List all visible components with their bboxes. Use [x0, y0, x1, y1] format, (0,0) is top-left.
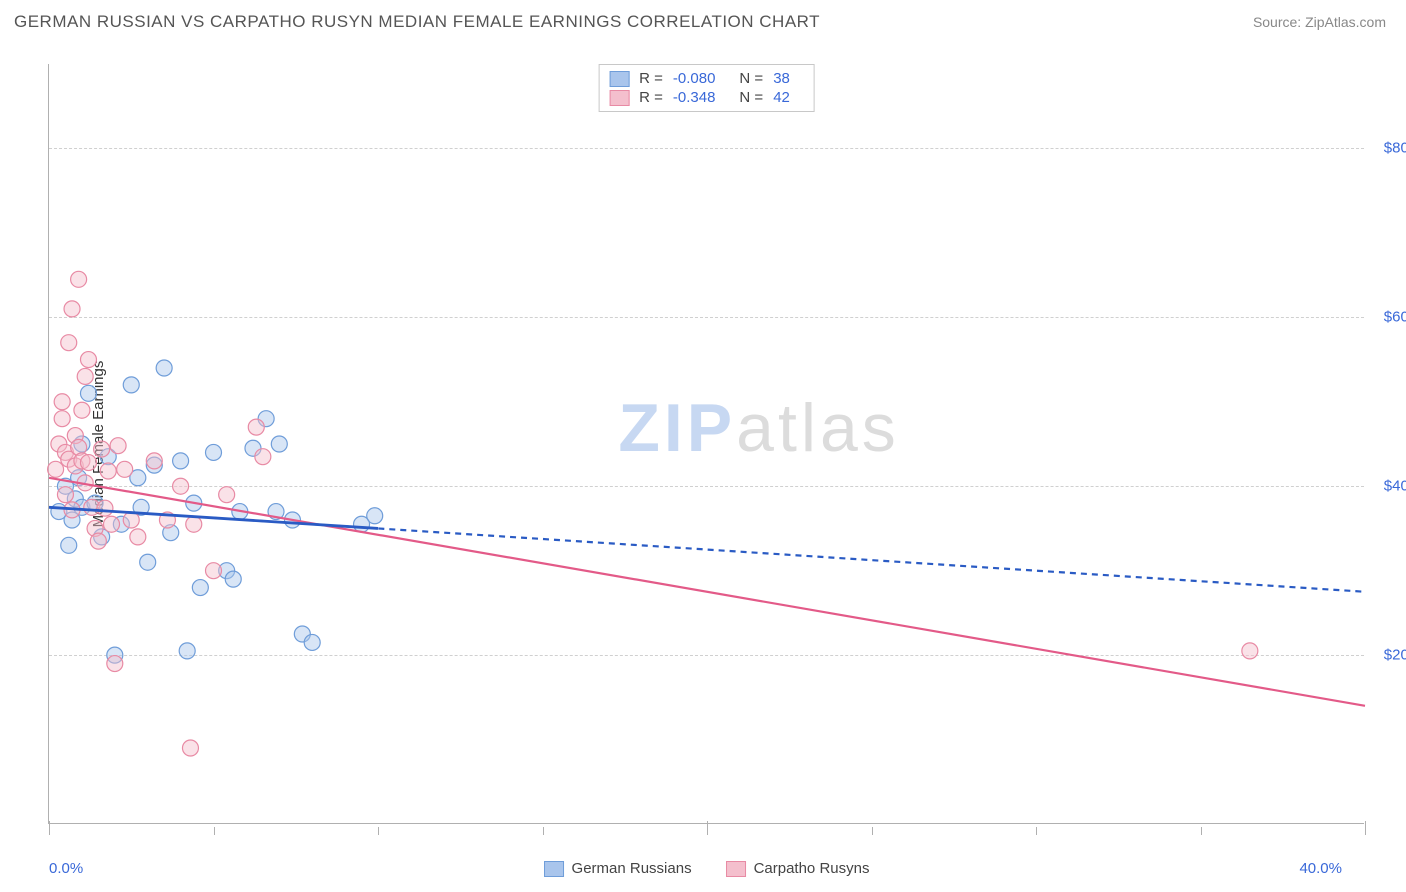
data-point-pink [71, 271, 87, 287]
data-point-pink [57, 487, 73, 503]
data-point-pink [61, 335, 77, 351]
legend-swatch-pink [726, 861, 746, 877]
data-point-blue [206, 444, 222, 460]
data-point-pink [117, 461, 133, 477]
data-point-pink [54, 411, 70, 427]
chart-container: Median Female Earnings $20,000$40,000$60… [48, 64, 1388, 824]
y-tick-label: $60,000 [1384, 309, 1406, 326]
chart-title: GERMAN RUSSIAN VS CARPATHO RUSYN MEDIAN … [14, 12, 820, 32]
x-tick [543, 827, 544, 835]
legend-swatch-blue [544, 861, 564, 877]
data-point-pink [104, 516, 120, 532]
y-tick-label: $20,000 [1384, 647, 1406, 664]
data-point-pink [173, 478, 189, 494]
x-tick [1365, 821, 1366, 835]
data-point-blue [192, 580, 208, 596]
data-point-blue [367, 508, 383, 524]
y-tick-label: $80,000 [1384, 140, 1406, 157]
data-point-blue [123, 377, 139, 393]
data-point-blue [156, 360, 172, 376]
data-point-pink [94, 441, 110, 457]
x-tick [378, 827, 379, 835]
stats-row-pink: R = -0.348 N = 42 [609, 88, 804, 107]
series-legend: German Russians Carpatho Rusyns [544, 860, 870, 877]
data-point-pink [182, 740, 198, 756]
chart-header: GERMAN RUSSIAN VS CARPATHO RUSYN MEDIAN … [0, 0, 1406, 40]
x-tick [872, 827, 873, 835]
x-tick-left: 0.0% [49, 860, 83, 877]
data-point-blue [61, 537, 77, 553]
legend-item-pink: Carpatho Rusyns [726, 860, 870, 877]
r-label: R = [639, 89, 663, 106]
data-point-pink [146, 453, 162, 469]
data-point-blue [225, 571, 241, 587]
data-point-pink [64, 301, 80, 317]
x-tick-right: 40.0% [1299, 860, 1342, 877]
data-point-blue [304, 634, 320, 650]
x-tick [707, 821, 708, 835]
data-point-pink [80, 455, 96, 471]
data-point-blue [271, 436, 287, 452]
r-label: R = [639, 70, 663, 87]
stats-legend: R = -0.080 N = 38 R = -0.348 N = 42 [598, 64, 815, 112]
x-tick [49, 821, 50, 835]
legend-label-blue: German Russians [572, 860, 692, 877]
data-point-pink [54, 394, 70, 410]
data-point-blue [179, 643, 195, 659]
trend-line-pink [49, 478, 1365, 706]
data-point-pink [48, 461, 64, 477]
plot-svg [49, 64, 1365, 824]
data-point-pink [100, 463, 116, 479]
data-point-pink [255, 449, 271, 465]
legend-label-pink: Carpatho Rusyns [754, 860, 870, 877]
stats-row-blue: R = -0.080 N = 38 [609, 69, 804, 88]
x-tick [1036, 827, 1037, 835]
data-point-pink [107, 656, 123, 672]
data-point-pink [90, 533, 106, 549]
data-point-pink [110, 438, 126, 454]
legend-item-blue: German Russians [544, 860, 692, 877]
data-point-pink [123, 512, 139, 528]
swatch-pink [609, 90, 629, 106]
data-point-pink [219, 487, 235, 503]
data-point-pink [206, 563, 222, 579]
n-label: N = [739, 89, 763, 106]
x-tick [214, 827, 215, 835]
swatch-blue [609, 71, 629, 87]
data-point-pink [248, 419, 264, 435]
data-point-blue [140, 554, 156, 570]
data-point-pink [74, 402, 90, 418]
source-label: Source: ZipAtlas.com [1253, 14, 1386, 30]
data-point-blue [80, 385, 96, 401]
data-point-pink [77, 368, 93, 384]
n-value-pink: 42 [773, 89, 790, 106]
n-value-blue: 38 [773, 70, 790, 87]
data-point-pink [80, 352, 96, 368]
r-value-blue: -0.080 [673, 70, 716, 87]
data-point-pink [1242, 643, 1258, 659]
data-point-blue [173, 453, 189, 469]
x-tick [1201, 827, 1202, 835]
data-point-pink [97, 500, 113, 516]
data-point-pink [130, 529, 146, 545]
data-point-pink [186, 516, 202, 532]
y-tick-label: $40,000 [1384, 478, 1406, 495]
plot-area: Median Female Earnings $20,000$40,000$60… [48, 64, 1364, 824]
r-value-pink: -0.348 [673, 89, 716, 106]
n-label: N = [739, 70, 763, 87]
